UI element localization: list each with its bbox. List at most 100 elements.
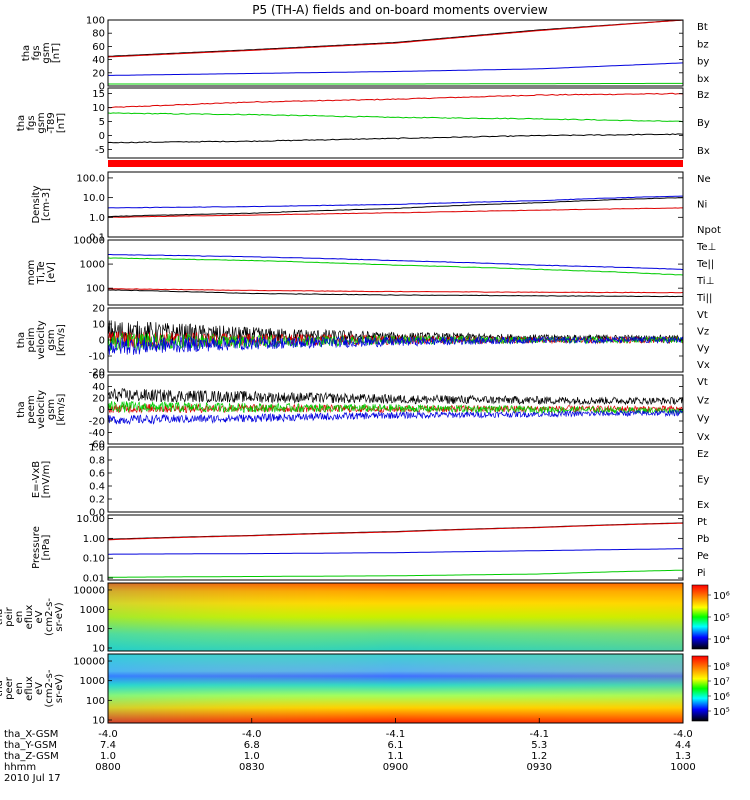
legend-Ex: Ex — [697, 500, 709, 511]
colorbar-tick-label: 10⁸ — [713, 662, 730, 673]
legend-Npot: Npot — [697, 225, 721, 236]
colorbar-tick-label: 10⁵ — [713, 707, 730, 718]
spectrogram-shade-peir_spec — [108, 583, 683, 651]
panel-peim_vel: 20 10 0 -10 -20 Vt Vz Vy Vx tha peim velocity gsm [km… — [16, 304, 710, 379]
y-axis-label: sr-eV) — [54, 674, 65, 703]
legend-Ti⊥: Ti⊥ — [696, 276, 714, 287]
panel-fgs_gse: 15 10 5 0 -5 Bz By Bx tha fgs gsm -T89 [nT] — [16, 87, 710, 159]
y-axis-label: peir — [4, 606, 15, 626]
x-row-value: 0900 — [383, 762, 408, 773]
x-row-value: 1.0 — [244, 751, 260, 762]
x-axis-annotation: tha_X-GSM -4.0 -4.0 -4.1 -4.1 -4.0 tha_Y-GSM 7.… — [4, 718, 696, 784]
panel-frame-peir_spec — [107, 582, 684, 652]
legend-Te||: Te|| — [696, 259, 714, 270]
y-axis-label: [km/s] — [56, 393, 67, 425]
y-tick-label: 100 — [86, 16, 105, 27]
legend-Vz: Vz — [697, 327, 709, 338]
y-tick-label: 100 — [86, 696, 105, 707]
panel-fgs: 100 80 60 40 20 0 Bt bz by bx tha fgs gsm [nT] — [21, 16, 709, 93]
y-tick-label: -20 — [89, 417, 105, 428]
legend-Ey: Ey — [697, 475, 709, 486]
y-axis-label: [cm-3] — [41, 188, 52, 221]
panel-frame-efield — [107, 446, 684, 513]
x-row-value: 1.0 — [100, 751, 116, 762]
series-density-Ni — [108, 197, 683, 218]
y-tick-label: 10 — [92, 320, 105, 331]
y-axis-label: tha — [0, 680, 5, 696]
legend-Bt: Bt — [697, 22, 708, 33]
y-axis-label: -T89 — [46, 112, 57, 134]
y-axis-label: [km/s] — [56, 324, 67, 356]
y-axis-label: en — [14, 611, 25, 624]
series-group-pressure — [108, 522, 683, 578]
legend-Pt: Pt — [697, 517, 707, 528]
y-tick-label: 20 — [92, 68, 105, 79]
series-temps-Ti|| — [108, 257, 683, 276]
series-pressure-Pi — [108, 548, 683, 555]
y-tick-label: -60 — [89, 440, 105, 451]
legend-Pb: Pb — [697, 534, 709, 545]
y-tick-label: 1.00 — [83, 534, 105, 545]
legend-Pi: Pi — [697, 568, 706, 579]
y-tick-label: -10 — [89, 352, 105, 363]
y-axis-label: sr-eV) — [54, 602, 65, 631]
y-tick-label: 0 — [99, 82, 105, 93]
y-tick-label: -40 — [89, 428, 105, 439]
y-tick-label: 0.10 — [83, 554, 105, 565]
legend-Ti||: Ti|| — [696, 293, 712, 304]
x-row-value: -4.1 — [386, 729, 406, 740]
y-axis-label: eV — [34, 610, 45, 623]
y-axis-label: fgs — [26, 115, 37, 130]
x-row-value: 0800 — [95, 762, 120, 773]
data-flag-bar — [108, 160, 683, 167]
y-axis-label: [mV/m] — [41, 461, 52, 499]
y-tick-label: 20 — [92, 304, 105, 315]
x-row-value: 5.3 — [531, 740, 547, 751]
series-density-Npot — [108, 195, 683, 209]
y-tick-label: 0 — [99, 336, 105, 347]
y-tick-label: -20 — [89, 368, 105, 379]
series-fgs_gse-Bz — [108, 92, 683, 109]
y-axis-label: (cm2-s- — [44, 669, 55, 707]
series-fgs-bz — [108, 20, 683, 58]
x-row-value: 7.4 — [100, 740, 116, 751]
y-axis-label: Ti,Te — [36, 261, 47, 284]
panel-peer_spec: 10⁸ 10⁷ 10⁶ 10⁵ 10000 1000 100 10 tha peer en eflux… — [0, 653, 730, 727]
series-fgs-bx — [108, 62, 683, 76]
panel-frame-peim_vel — [107, 307, 684, 373]
x-row-value: -4.0 — [242, 729, 262, 740]
series-fgs-Bt — [108, 20, 683, 57]
series-group-fgs_gse — [108, 92, 683, 144]
y-axis-label: (cm2-s- — [44, 598, 55, 636]
y-tick-label: 0.2 — [89, 495, 105, 506]
x-row-value: 1.3 — [675, 751, 691, 762]
legend-Te⊥: Te⊥ — [696, 242, 716, 253]
y-tick-label: 1.0 — [89, 443, 105, 454]
legend-Vx: Vx — [697, 360, 710, 371]
series-peem_vel-Vy — [108, 400, 683, 415]
y-tick-label: 0 — [99, 131, 105, 142]
legend-by: by — [697, 57, 709, 68]
y-axis-label: tha — [0, 609, 5, 625]
series-density-Ne — [108, 207, 683, 218]
panel-frame-peem_vel — [107, 374, 684, 445]
x-row-label: tha_X-GSM — [4, 729, 58, 740]
series-group-temps — [108, 254, 683, 298]
legend-Vt: Vt — [697, 377, 708, 388]
y-axis-label: fgs — [31, 45, 42, 60]
legend-Vy: Vy — [697, 343, 710, 354]
series-temps-Ti⊥ — [108, 254, 683, 271]
series-peem_vel-Vt — [108, 387, 683, 406]
panel-pressure: 10.00 1.00 0.10 0.01 Pt Pb Pe Pi Pressure [nPa] — [31, 514, 709, 585]
colorbar-peer_spec — [691, 655, 709, 722]
y-tick-label: 0.8 — [89, 456, 105, 467]
panel-frame-pressure — [107, 514, 684, 581]
y-tick-label: 10.0 — [83, 193, 105, 204]
x-row-label: tha_Z-GSM — [4, 751, 59, 762]
y-axis-label: tha — [16, 115, 27, 131]
y-axis-label: gsm — [41, 42, 52, 63]
series-fgs-by — [108, 82, 683, 85]
